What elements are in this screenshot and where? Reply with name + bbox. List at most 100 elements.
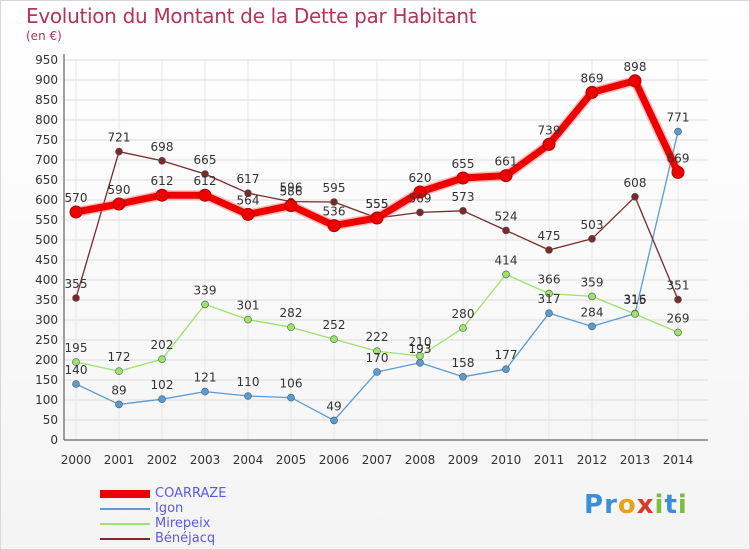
data-label: 170	[366, 351, 389, 365]
data-label: 595	[323, 181, 346, 195]
data-point	[327, 219, 341, 233]
legend: COARRAZE Igon Mirepeix Bénéjacq	[100, 486, 227, 546]
x-tick-label: 2011	[534, 453, 565, 467]
y-tick-label: 250	[35, 333, 58, 347]
data-label: 620	[409, 171, 432, 185]
data-point	[545, 246, 553, 254]
y-tick-label: 300	[35, 313, 58, 327]
y-tick-label: 200	[35, 353, 58, 367]
x-tick-label: 2009	[448, 453, 479, 467]
logo-letter: i	[677, 490, 688, 520]
data-point	[671, 165, 685, 179]
legend-label-igon: Igon	[155, 501, 184, 516]
data-label: 210	[409, 335, 432, 349]
data-label: 359	[581, 275, 604, 289]
legend-swatch-mirepeix	[100, 522, 150, 525]
data-label: 280	[452, 307, 475, 321]
data-point	[499, 169, 513, 183]
data-point	[416, 208, 424, 217]
data-label: 366	[538, 273, 561, 287]
data-label: 222	[366, 330, 389, 344]
data-point	[115, 400, 123, 409]
data-label: 269	[667, 311, 690, 325]
y-tick-label: 950	[35, 53, 58, 67]
data-point	[69, 205, 83, 219]
x-tick-label: 2001	[104, 453, 135, 467]
data-point	[416, 358, 424, 367]
data-point	[585, 85, 599, 99]
y-tick-label: 550	[35, 213, 58, 227]
data-label: 739	[538, 123, 561, 137]
data-label: 661	[495, 155, 518, 169]
data-point	[588, 292, 596, 301]
legend-swatch-igon	[100, 507, 150, 510]
data-label: 564	[237, 193, 260, 207]
data-label: 612	[194, 174, 217, 188]
data-label: 414	[495, 253, 518, 267]
y-tick-label: 600	[35, 193, 58, 207]
data-label: 721	[108, 131, 131, 145]
data-label: 252	[323, 318, 346, 332]
data-label: 110	[237, 375, 260, 389]
data-label: 771	[667, 111, 690, 125]
x-tick-label: 2010	[491, 453, 522, 467]
data-label: 121	[194, 371, 217, 385]
data-point	[198, 188, 212, 202]
data-point	[373, 347, 381, 356]
y-tick-label: 900	[35, 73, 58, 87]
data-label: 555	[366, 197, 389, 211]
data-label: 569	[409, 191, 432, 205]
data-point	[72, 380, 80, 388]
proxiti-logo: Proxiti	[584, 490, 688, 520]
data-label: 655	[452, 157, 475, 171]
data-point	[201, 300, 209, 309]
data-label: 195	[65, 341, 88, 355]
y-tick-label: 750	[35, 133, 58, 147]
y-tick-label: 850	[35, 93, 58, 107]
y-tick-label: 50	[43, 413, 58, 427]
data-label: 106	[280, 377, 303, 391]
data-point	[158, 395, 166, 404]
data-label: 503	[581, 218, 604, 232]
chart-title: Evolution du Montant de la Dette par Hab…	[26, 4, 477, 28]
data-label: 608	[624, 176, 647, 190]
x-tick-label: 2003	[190, 453, 221, 467]
data-label: 317	[538, 292, 561, 306]
legend-item-coarraze: COARRAZE	[100, 486, 227, 501]
data-point	[674, 295, 682, 304]
data-point	[244, 392, 252, 400]
x-tick-label: 2013	[620, 453, 651, 467]
data-point	[158, 355, 166, 364]
data-point	[502, 226, 510, 235]
data-label: 612	[151, 174, 174, 188]
y-tick-label: 350	[35, 293, 58, 307]
logo-letter: t	[664, 490, 678, 520]
data-point	[456, 171, 470, 185]
legend-swatch-coarraze	[100, 489, 150, 498]
data-point	[588, 322, 596, 331]
y-tick-label: 400	[35, 273, 58, 287]
data-label: 351	[667, 279, 690, 293]
data-point	[115, 147, 123, 156]
data-point	[284, 199, 298, 213]
legend-label-coarraze: COARRAZE	[155, 486, 227, 501]
data-label: 49	[326, 399, 341, 413]
data-point	[459, 207, 467, 215]
data-label: 555	[366, 197, 389, 211]
data-label: 316	[624, 293, 647, 307]
x-tick-label: 2004	[233, 453, 264, 467]
legend-label-benejacq: Bénéjacq	[155, 531, 216, 546]
data-label: 869	[581, 71, 604, 85]
data-point	[416, 352, 424, 360]
logo-letter: P	[584, 490, 605, 520]
data-point	[244, 315, 252, 324]
data-label: 102	[151, 378, 174, 392]
y-tick-label: 500	[35, 233, 58, 247]
x-tick-label: 2008	[405, 453, 436, 467]
x-tick-label: 2002	[147, 453, 178, 467]
data-point	[112, 197, 126, 211]
data-point	[330, 198, 338, 206]
data-label: 475	[538, 229, 561, 243]
x-tick-label: 2006	[319, 453, 350, 467]
